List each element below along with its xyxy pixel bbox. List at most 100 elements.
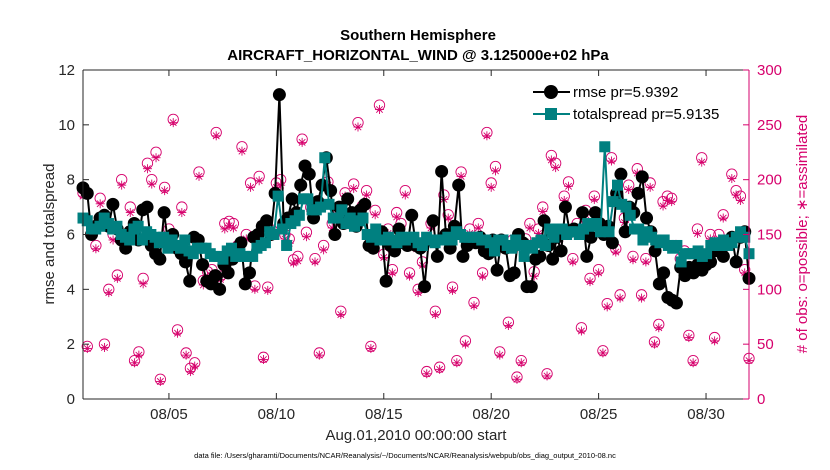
asterisk-stroke	[156, 377, 164, 385]
assimilated-obs-marker	[246, 182, 256, 192]
assimilated-obs-marker	[503, 321, 513, 331]
rmse-point	[716, 249, 730, 263]
totalspread-point	[590, 218, 602, 230]
asterisk-stroke	[251, 285, 259, 293]
assimilated-obs-marker	[117, 180, 127, 190]
asterisk-stroke	[191, 362, 199, 370]
assimilated-obs-marker	[250, 284, 260, 294]
assimilated-obs-marker	[310, 257, 320, 267]
assimilated-obs-marker	[611, 247, 621, 257]
assimilated-obs-marker	[568, 257, 578, 267]
assimilated-obs-marker	[490, 166, 500, 176]
assimilated-obs-marker	[258, 355, 268, 365]
asterisk-stroke	[638, 294, 646, 302]
assimilated-obs-marker	[405, 271, 415, 281]
asterisk-stroke	[225, 222, 233, 230]
assimilated-obs-marker	[314, 350, 324, 360]
totalspread-point	[293, 209, 305, 221]
assimilated-obs-marker	[452, 358, 462, 368]
rmse-point	[452, 178, 466, 192]
rmse-point	[524, 280, 538, 294]
totalspread-point	[603, 226, 615, 238]
asterisk-stroke	[552, 164, 560, 172]
asterisk-stroke	[483, 132, 491, 140]
asterisk-stroke	[569, 258, 577, 266]
assimilated-obs-marker	[177, 208, 187, 218]
y-tick-label-left: 2	[67, 336, 75, 353]
asterisk-stroke	[148, 180, 156, 188]
assimilated-obs-marker	[125, 208, 135, 218]
asterisk-stroke	[363, 191, 371, 199]
asterisk-stroke	[393, 213, 401, 221]
rmse-point	[405, 208, 419, 222]
rmse-point	[618, 225, 632, 239]
assimilated-obs-marker	[400, 190, 410, 200]
assimilated-obs-marker	[731, 190, 741, 200]
assimilated-obs-marker	[585, 277, 595, 287]
asterisk-stroke	[182, 351, 190, 359]
asterisk-stroke	[186, 368, 194, 376]
asterisk-stroke	[577, 327, 585, 335]
asterisk-stroke	[118, 181, 126, 189]
assimilated-obs-marker	[293, 256, 303, 266]
totalspread-point	[544, 223, 556, 235]
rmse-point	[157, 206, 171, 220]
assimilated-obs-marker	[448, 285, 458, 295]
x-tick-label: 08/10	[258, 406, 296, 423]
assimilated-obs-marker	[516, 358, 526, 368]
rmse-point	[243, 266, 256, 280]
totalspread-point	[701, 248, 713, 260]
asterisk-stroke	[504, 322, 512, 330]
rmse-point	[260, 214, 274, 228]
assimilated-obs-marker	[564, 181, 574, 191]
asterisk-stroke	[693, 229, 701, 237]
rmse-point	[456, 249, 470, 263]
totalspread-point	[124, 234, 136, 246]
totalspread-point	[336, 204, 348, 216]
asterisk-stroke	[161, 187, 169, 195]
assimilated-obs-marker	[645, 182, 655, 192]
totalspread-point	[217, 253, 229, 265]
rmse-point	[302, 167, 316, 181]
totalspread-point	[620, 201, 632, 213]
assimilated-obs-marker	[349, 183, 359, 193]
totalspread-point	[357, 212, 369, 224]
legend-box	[528, 76, 738, 126]
assimilated-obs-marker	[130, 358, 140, 368]
rmse-point	[294, 178, 308, 192]
asterisk-stroke	[457, 172, 465, 180]
asterisk-stroke	[109, 236, 117, 244]
asterisk-stroke	[655, 324, 663, 332]
asterisk-stroke	[388, 269, 396, 277]
chart-subtitle: AIRCRAFT_HORIZONTAL_WIND @ 3.125000e+02 …	[227, 47, 609, 64]
x-tick-label: 08/20	[472, 406, 510, 423]
asterisk-stroke	[135, 351, 143, 359]
assimilated-obs-marker	[82, 344, 92, 354]
series-layer	[76, 88, 756, 386]
asterisk-stroke	[375, 105, 383, 113]
assimilated-obs-marker	[112, 273, 122, 283]
totalspread-point	[416, 239, 428, 251]
assimilated-obs-marker	[512, 374, 522, 384]
assimilated-obs-marker	[155, 376, 165, 386]
rmse-point	[140, 200, 154, 214]
totalspread-point	[332, 212, 344, 224]
asterisk-stroke	[337, 311, 345, 319]
totalspread-point	[671, 239, 683, 251]
rmse-point	[507, 266, 521, 280]
totalspread-point	[548, 231, 560, 243]
rmse-point	[430, 249, 444, 263]
assimilated-obs-marker	[469, 301, 479, 311]
assimilated-obs-marker	[362, 190, 372, 200]
assimilated-obs-marker	[641, 257, 651, 267]
assimilated-obs-marker	[147, 179, 157, 189]
asterisk-stroke	[491, 167, 500, 175]
y-tick-label-left: 12	[58, 62, 75, 79]
assimilated-obs-marker	[710, 336, 720, 346]
assimilated-obs-marker	[254, 176, 264, 186]
rmse-point	[153, 252, 167, 266]
assimilated-obs-marker	[392, 212, 402, 222]
totalspread-point	[158, 231, 170, 243]
asterisk-stroke	[668, 198, 676, 206]
rmse-point	[435, 164, 449, 178]
